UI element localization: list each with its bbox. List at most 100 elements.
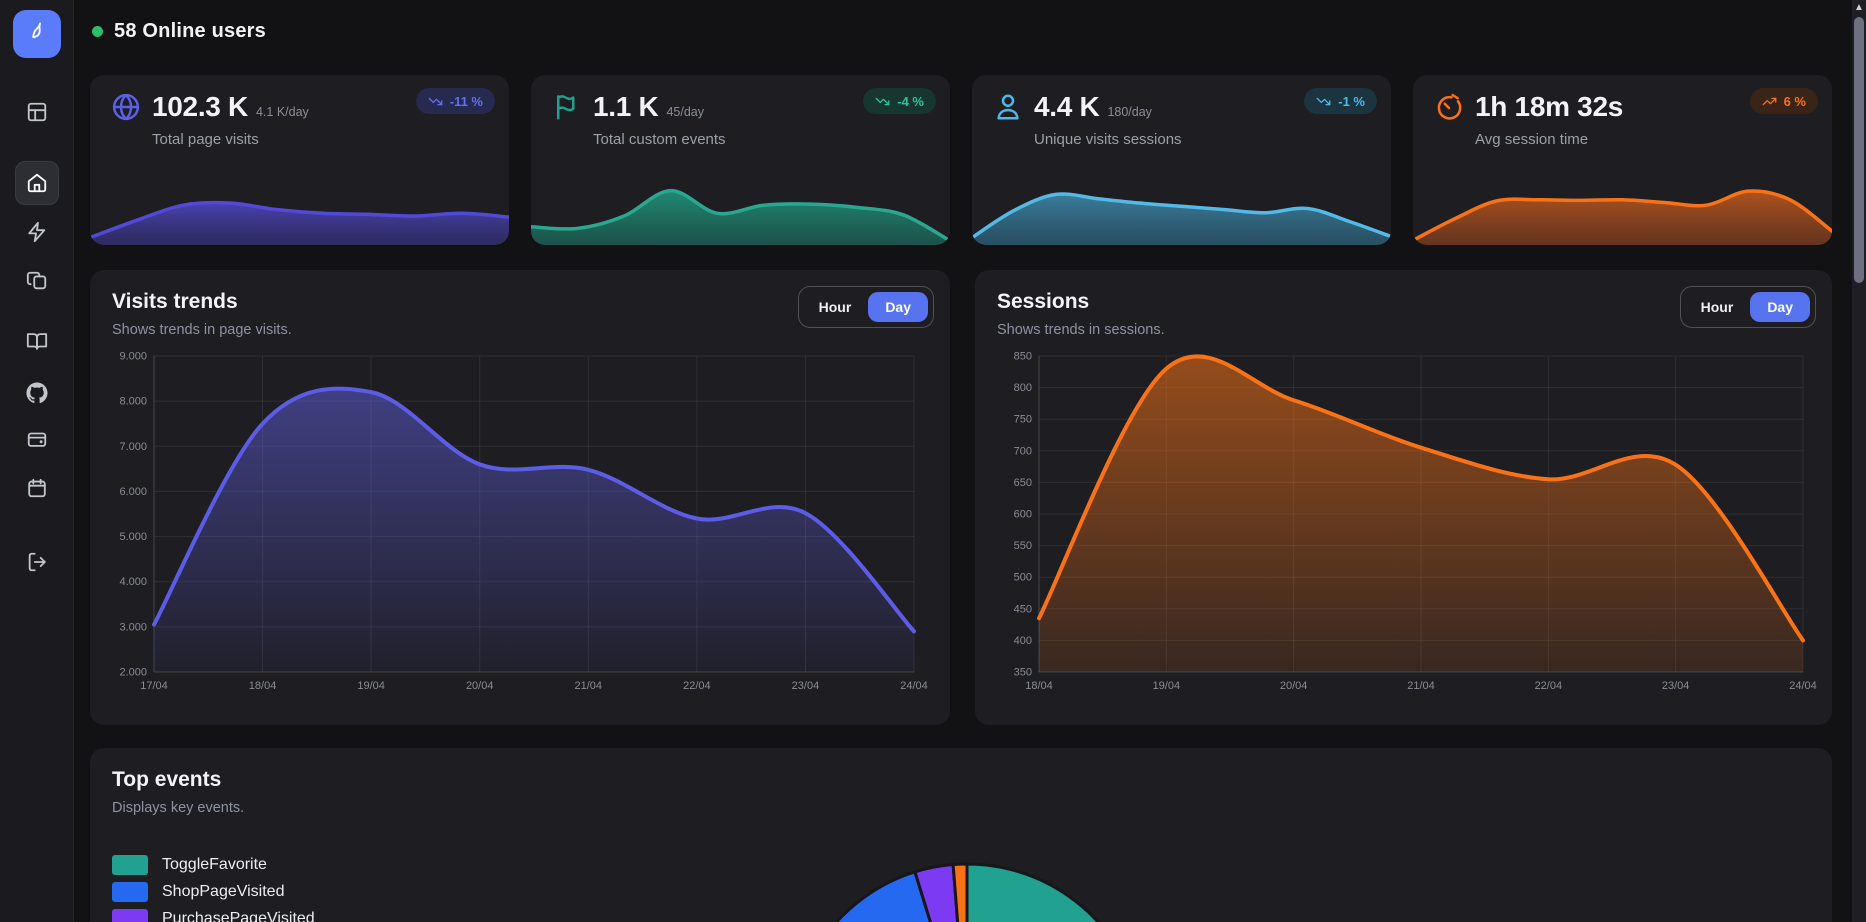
pie-slice-ToggleFavorite[interactable]: [965, 862, 1144, 922]
visits-trend-chart: 2.000 3.000 4.000 5.000 6.000 7.000 8.000 9.000…: [119, 351, 928, 693]
sessions-toggle-hour[interactable]: Hour: [1686, 292, 1749, 322]
visits-interval-toggle: Hour Day: [797, 286, 934, 328]
legend-item-ShopPageVisited[interactable]: ShopPageVisited: [112, 880, 315, 903]
pie-slice-ShopPageVisited[interactable]: [791, 870, 1022, 922]
legend-swatch: [112, 908, 148, 922]
user-icon: [992, 91, 1024, 123]
svg-text:17/04: 17/04: [140, 680, 168, 692]
legend-item-PurchasePageVisited[interactable]: PurchasePageVisited: [112, 907, 315, 922]
visits-trends-title: Visits trends: [112, 290, 238, 313]
trend-badge: -11 %: [415, 88, 495, 114]
top-events-legend: ToggleFavorite ShopPageVisited PurchasePag…: [112, 853, 315, 922]
sidebar-item-wallet[interactable]: [15, 417, 59, 461]
scrollbar-up-arrow[interactable]: ▲: [1854, 2, 1864, 13]
wallet-icon: [26, 428, 48, 450]
svg-text:750: 750: [1014, 414, 1032, 426]
legend-item-ToggleFavorite[interactable]: ToggleFavorite: [112, 853, 315, 876]
stat-label: Unique visits sessions: [1034, 131, 1182, 148]
svg-text:19/04: 19/04: [357, 680, 385, 692]
stat-per-day: 4.1 K/day: [255, 105, 309, 119]
stat-value-row: 102.3 K 4.1 K/day: [152, 91, 309, 123]
trend-badge-value: 6 %: [1783, 93, 1806, 109]
stat-card-avg-session-time: 1h 18m 32s Avg session time 6 %: [1413, 75, 1832, 245]
svg-text:6.000: 6.000: [119, 486, 147, 498]
pie-slice-unlabeled[interactable]: [951, 862, 969, 922]
stat-per-day: 180/day: [1107, 105, 1152, 119]
sidebar-item-pages[interactable]: [15, 259, 59, 303]
sparkline-chart: [90, 200, 509, 245]
trending-up-icon: [1762, 94, 1777, 109]
svg-text:4.000: 4.000: [119, 576, 147, 588]
legend-label: PurchasePageVisited: [162, 909, 315, 922]
flag-icon: [551, 91, 583, 123]
visits-trends-subtitle: Shows trends in page visits.: [112, 322, 292, 338]
top-events-subtitle: Displays key events.: [112, 800, 245, 816]
stat-cards-row: 102.3 K 4.1 K/day Total page visits -11 % 1.…: [90, 75, 1832, 245]
timer-icon: [1433, 91, 1465, 123]
svg-text:550: 550: [1014, 540, 1032, 552]
svg-text:400: 400: [1014, 635, 1032, 647]
sidebar-item-github[interactable]: [15, 371, 59, 415]
app-logo[interactable]: [12, 10, 61, 58]
svg-text:20/04: 20/04: [466, 680, 494, 692]
svg-text:650: 650: [1014, 477, 1032, 489]
svg-text:8.000: 8.000: [119, 396, 147, 408]
visits-toggle-hour[interactable]: Hour: [804, 292, 867, 322]
trending-down-icon: [428, 94, 443, 109]
stat-label: Total custom events: [593, 131, 726, 148]
visits-toggle-day[interactable]: Day: [868, 292, 928, 322]
svg-text:9.000: 9.000: [119, 351, 147, 363]
svg-text:21/04: 21/04: [1407, 680, 1435, 692]
visits-trends-panel: Visits trends Shows trends in page visit…: [90, 270, 950, 725]
stat-card-unique-visits-sessions: 4.4 K 180/day Unique visits sessions -1 %: [972, 75, 1391, 245]
stat-label: Avg session time: [1475, 131, 1589, 148]
svg-text:800: 800: [1014, 382, 1032, 394]
top-events-title: Top events: [112, 768, 222, 791]
sidebar-item-layout[interactable]: [15, 90, 59, 134]
logo-curve-icon: [24, 19, 50, 50]
sparkline-chart: [972, 192, 1391, 245]
trend-badge: -4 %: [863, 88, 936, 114]
stat-label: Total page visits: [152, 131, 259, 148]
sessions-subtitle: Shows trends in sessions.: [997, 322, 1165, 338]
sessions-panel: Sessions Shows trends in sessions. Hour …: [975, 270, 1832, 725]
trend-badge: -1 %: [1304, 88, 1377, 114]
sparkline-chart: [531, 188, 950, 245]
trend-badge-value: -11 %: [449, 93, 483, 109]
sidebar-item-events[interactable]: [15, 210, 59, 254]
online-users-title: 58 Online users: [114, 20, 266, 42]
stat-per-day: 45/day: [666, 105, 704, 119]
svg-text:3.000: 3.000: [119, 621, 147, 633]
sessions-toggle-day[interactable]: Day: [1750, 292, 1810, 322]
svg-text:850: 850: [1014, 351, 1032, 363]
trend-badge: 6 %: [1749, 88, 1818, 114]
trending-down-icon: [875, 94, 890, 109]
svg-text:350: 350: [1014, 667, 1032, 679]
stat-value-row: 4.4 K 180/day: [1034, 91, 1152, 123]
legend-label: ToggleFavorite: [162, 855, 267, 873]
stat-value: 1.1 K: [593, 91, 659, 122]
sidebar: [0, 0, 74, 922]
main-content: 58 Online users 102.3 K 4.1 K/day Total pa…: [90, 0, 1832, 922]
stat-value-row: 1.1 K 45/day: [593, 91, 704, 123]
scrollbar-thumb[interactable]: [1854, 17, 1864, 283]
svg-text:23/04: 23/04: [792, 680, 820, 692]
svg-text:22/04: 22/04: [683, 680, 711, 692]
svg-text:2.000: 2.000: [119, 667, 147, 679]
zap-icon: [26, 221, 48, 243]
stat-value: 102.3 K: [152, 91, 248, 122]
svg-text:19/04: 19/04: [1153, 680, 1181, 692]
trend-badge-value: -1 %: [1338, 93, 1365, 109]
sidebar-item-calendar[interactable]: [15, 466, 59, 510]
svg-text:18/04: 18/04: [249, 680, 277, 692]
svg-text:24/04: 24/04: [1789, 680, 1817, 692]
sidebar-item-docs[interactable]: [15, 319, 59, 363]
sessions-title: Sessions: [997, 290, 1090, 313]
page-scrollbar: ▲: [1852, 0, 1866, 922]
sidebar-item-logout[interactable]: [15, 540, 59, 584]
sessions-interval-toggle: Hour Day: [1679, 286, 1816, 328]
svg-text:24/04: 24/04: [900, 680, 928, 692]
sidebar-nav: [0, 58, 73, 584]
sidebar-item-home[interactable]: [14, 161, 59, 205]
